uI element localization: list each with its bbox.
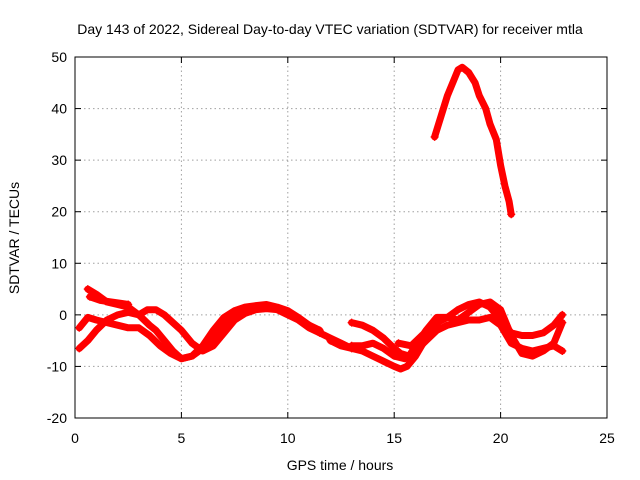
data-series-satellite-b [75, 305, 324, 355]
data-point-marker [430, 132, 439, 141]
data-series-satellite-peak [431, 63, 515, 218]
data-point-marker [124, 300, 133, 309]
data-point-marker [558, 310, 567, 319]
data-series-group [75, 63, 567, 373]
data-point-marker [347, 318, 356, 327]
x-tick-label: 10 [280, 430, 296, 446]
data-point-marker [432, 321, 441, 330]
data-series-satellite-g [348, 313, 566, 363]
data-point-marker [83, 285, 92, 294]
y-tick-label: 10 [51, 255, 67, 271]
grid [75, 57, 607, 418]
chart-title: Day 143 of 2022, Sidereal Day-to-day VTE… [77, 21, 583, 37]
y-tick-label: -10 [47, 358, 67, 374]
axis-ticks: 0 5 10 15 20 25 -20 -10 0 10 20 30 40 50 [47, 49, 615, 446]
x-tick-label: 5 [178, 430, 186, 446]
data-point-marker [347, 341, 356, 350]
x-tick-label: 0 [71, 430, 79, 446]
x-tick-label: 25 [599, 430, 615, 446]
data-series-satellite-d [86, 293, 132, 308]
data-point-marker [507, 210, 516, 219]
data-point-marker [326, 336, 335, 345]
x-tick-label: 15 [386, 430, 402, 446]
data-point-marker [85, 292, 94, 301]
data-point-marker [558, 346, 567, 355]
y-tick-label: 0 [59, 307, 67, 323]
data-point-marker [75, 344, 84, 353]
x-axis-label: GPS time / hours [287, 457, 394, 473]
data-point-marker [558, 318, 567, 327]
data-series-satellite-c [75, 303, 324, 363]
data-series-satellite-e [348, 298, 566, 360]
plot-frame [74, 56, 608, 419]
y-tick-label: 30 [51, 152, 67, 168]
y-tick-label: 40 [51, 101, 67, 117]
y-axis-label: SDTVAR / TECUs [6, 182, 22, 294]
x-tick-label: 20 [493, 430, 509, 446]
y-tick-label: 20 [51, 204, 67, 220]
y-tick-label: -20 [47, 410, 67, 426]
data-series-satellite-h [395, 321, 441, 350]
data-point-marker [394, 339, 403, 348]
data-point-marker [75, 323, 84, 332]
y-tick-label: 50 [51, 49, 67, 65]
data-point-marker [315, 326, 324, 335]
data-series-satellite-f [326, 298, 566, 373]
